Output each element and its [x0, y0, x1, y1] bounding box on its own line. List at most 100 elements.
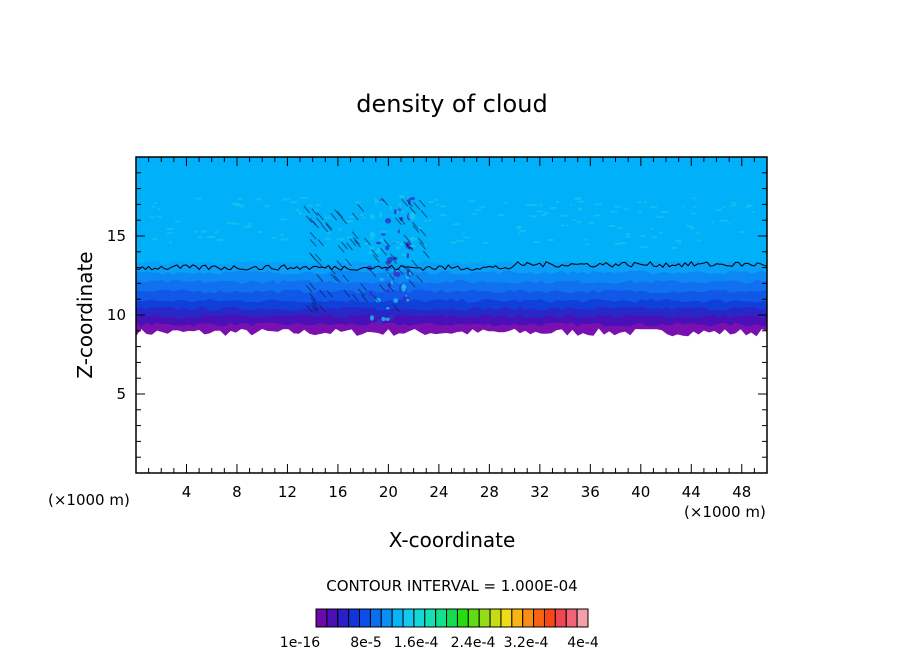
texture-cell — [315, 204, 322, 207]
texture-cell — [518, 229, 526, 232]
texture-cell — [686, 225, 693, 228]
texture-cell — [319, 289, 327, 298]
texture-cell — [428, 201, 435, 204]
texture-cell — [168, 241, 172, 244]
x-tick-label: 8 — [232, 483, 242, 501]
texture-cell — [231, 202, 240, 205]
colorbar-swatch — [424, 608, 437, 628]
colorbar-swatch — [489, 608, 502, 628]
texture-cell — [715, 209, 722, 211]
y-tick-labels: 5 10 15 — [107, 227, 126, 403]
texture-cell — [408, 245, 416, 247]
texture-cell — [385, 218, 392, 224]
texture-cell — [152, 238, 155, 241]
colorbar-swatch — [315, 608, 328, 628]
texture-cell — [379, 210, 382, 219]
texture-cell — [406, 199, 414, 208]
texture-cell — [586, 243, 590, 246]
texture-cell — [395, 271, 401, 278]
texture-cell — [411, 259, 419, 268]
x-tick-label: 16 — [328, 483, 347, 501]
texture-cell — [376, 241, 382, 245]
texture-cell — [583, 238, 588, 241]
texture-cell — [334, 209, 341, 217]
texture-cell — [303, 213, 308, 216]
colorbar-label: 1.6e-4 — [394, 635, 439, 651]
texture-cell — [719, 219, 728, 222]
texture-cell — [577, 221, 581, 224]
texture-cell — [314, 253, 322, 262]
texture-cell — [539, 203, 543, 206]
texture-cell — [379, 284, 386, 292]
texture-cell — [544, 212, 549, 215]
texture-cell — [166, 227, 174, 230]
texture-cell — [369, 291, 373, 296]
texture-cell — [321, 224, 329, 233]
texture-cell — [303, 205, 311, 214]
texture-cell — [640, 246, 648, 248]
texture-cell — [640, 235, 646, 237]
texture-cell — [533, 241, 540, 243]
texture-cell — [650, 206, 657, 209]
chart-title: density of cloud — [356, 90, 547, 118]
colorbar-swatch — [391, 608, 404, 628]
texture-cell — [397, 229, 400, 234]
texture-cell — [354, 239, 361, 248]
texture-cell — [402, 264, 409, 273]
texture-cell — [463, 236, 470, 239]
texture-cell — [348, 215, 356, 218]
texture-cell — [385, 245, 390, 251]
colorbar-swatch — [380, 608, 393, 628]
texture-cell — [410, 212, 416, 220]
texture-cell — [306, 305, 314, 313]
texture-cell — [625, 233, 630, 236]
texture-cell — [231, 222, 239, 225]
colorbar-swatch — [326, 608, 339, 628]
colorbar-swatch — [511, 608, 524, 628]
contour-interval-text: CONTOUR INTERVAL = 1.000E-04 — [326, 577, 577, 595]
texture-cell — [738, 231, 745, 233]
texture-cell — [311, 208, 319, 217]
texture-cell — [369, 247, 375, 249]
texture-cell — [384, 261, 392, 269]
x-tick-label: 28 — [480, 483, 499, 501]
texture-cell — [157, 208, 161, 211]
colorbar-swatch — [413, 608, 426, 628]
texture-cell — [156, 215, 162, 218]
texture-cell — [747, 204, 750, 207]
texture-cell — [619, 242, 627, 245]
texture-cell — [434, 198, 438, 201]
texture-cell — [355, 201, 361, 204]
texture-cell — [660, 211, 668, 214]
texture-cell — [403, 234, 411, 243]
texture-cell — [351, 231, 359, 240]
texture-cell — [540, 214, 547, 217]
x-axis-ticks — [148, 157, 755, 473]
texture-cell — [697, 239, 701, 242]
texture-cell — [385, 307, 390, 310]
texture-cell — [678, 241, 681, 244]
texture-cell — [325, 216, 331, 219]
texture-cell — [422, 250, 430, 259]
texture-cell — [346, 242, 353, 251]
texture-cell — [327, 232, 332, 235]
texture-cell — [289, 201, 297, 204]
texture-cell — [399, 217, 404, 221]
texture-cell — [692, 205, 697, 208]
texture-cell — [398, 216, 406, 225]
texture-cell — [311, 302, 319, 311]
texture-cell — [316, 259, 323, 268]
texture-cell — [368, 250, 372, 255]
texture-cell — [409, 197, 416, 201]
texture-cell — [402, 253, 408, 257]
texture-cell — [573, 218, 576, 221]
x-axis-label: X-coordinate — [389, 528, 516, 552]
texture-cell — [360, 213, 364, 216]
texture-cell — [154, 202, 158, 205]
texture-cell — [395, 246, 401, 250]
texture-cell — [623, 208, 629, 211]
texture-cell — [529, 215, 537, 218]
colorbar-swatch — [402, 608, 415, 628]
colorbar-swatch — [478, 608, 491, 628]
texture-cell — [346, 220, 354, 223]
